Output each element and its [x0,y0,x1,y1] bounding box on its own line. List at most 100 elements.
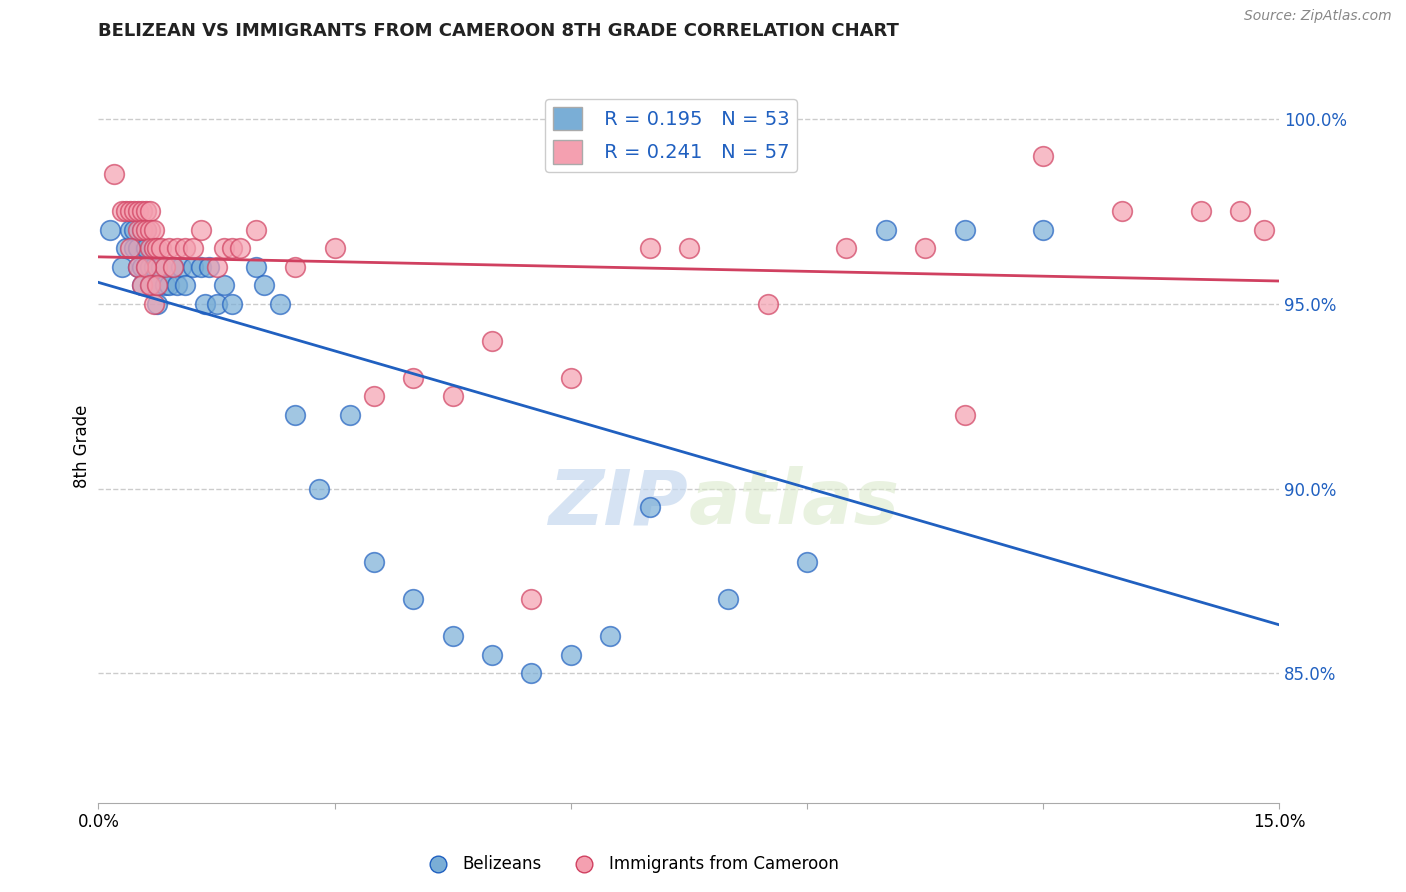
Text: atlas: atlas [689,467,900,540]
Point [166,241,188,255]
Point [441,389,464,403]
Point [194,296,217,310]
Point [127,260,149,274]
Point [142,223,165,237]
Point [131,260,153,274]
Point [363,389,385,403]
Point [127,241,149,255]
Point [131,204,153,219]
Point [308,482,330,496]
Point [174,278,197,293]
Point [875,223,897,237]
Point [115,204,138,219]
Point [155,260,177,274]
Point [111,260,134,274]
Point [245,260,267,274]
Point [190,260,212,274]
Point [142,241,165,255]
Point [122,204,145,219]
Point [520,666,543,681]
Point [229,241,252,255]
Point [520,592,543,607]
Point [157,278,180,293]
Text: Source: ZipAtlas.com: Source: ZipAtlas.com [1244,9,1392,23]
Point [138,278,160,293]
Point [253,278,276,293]
Point [638,241,661,255]
Point [138,223,160,237]
Point [1189,204,1212,219]
Point [150,260,173,274]
Point [157,241,180,255]
Point [214,241,236,255]
Point [638,500,661,514]
Point [339,408,361,422]
Point [146,241,169,255]
Point [1032,149,1054,163]
Point [1111,204,1133,219]
Point [284,260,307,274]
Point [599,629,621,643]
Point [131,278,153,293]
Point [269,296,291,310]
Text: ZIP: ZIP [550,467,689,540]
Point [166,278,188,293]
Point [150,241,173,255]
Point [717,592,740,607]
Point [118,223,141,237]
Point [135,223,157,237]
Point [138,278,160,293]
Point [142,296,165,310]
Point [756,296,779,310]
Point [122,241,145,255]
Point [1229,204,1251,219]
Point [181,260,204,274]
Legend: Belizeans, Immigrants from Cameroon: Belizeans, Immigrants from Cameroon [415,849,845,880]
Point [214,278,236,293]
Point [98,223,121,237]
Point [142,241,165,255]
Point [146,278,169,293]
Point [796,556,818,570]
Point [127,260,149,274]
Point [560,370,582,384]
Point [118,241,141,255]
Point [138,260,160,274]
Point [103,167,125,181]
Point [245,223,267,237]
Point [138,204,160,219]
Point [190,223,212,237]
Point [221,296,243,310]
Point [221,241,243,255]
Point [953,408,976,422]
Point [127,223,149,237]
Point [678,241,700,255]
Point [402,592,425,607]
Point [131,223,153,237]
Point [138,241,160,255]
Point [127,204,149,219]
Point [146,260,169,274]
Point [115,241,138,255]
Point [914,241,936,255]
Point [135,204,157,219]
Point [135,260,157,274]
Text: BELIZEAN VS IMMIGRANTS FROM CAMEROON 8TH GRADE CORRELATION CHART: BELIZEAN VS IMMIGRANTS FROM CAMEROON 8TH… [98,22,900,40]
Point [142,260,165,274]
Point [170,260,193,274]
Point [197,260,219,274]
Point [835,241,858,255]
Point [155,278,177,293]
Point [162,260,184,274]
Point [953,223,976,237]
Point [146,278,169,293]
Point [111,204,134,219]
Point [441,629,464,643]
Point [146,296,169,310]
Y-axis label: 8th Grade: 8th Grade [73,404,91,488]
Point [135,223,157,237]
Point [402,370,425,384]
Point [181,241,204,255]
Point [135,260,157,274]
Point [162,260,184,274]
